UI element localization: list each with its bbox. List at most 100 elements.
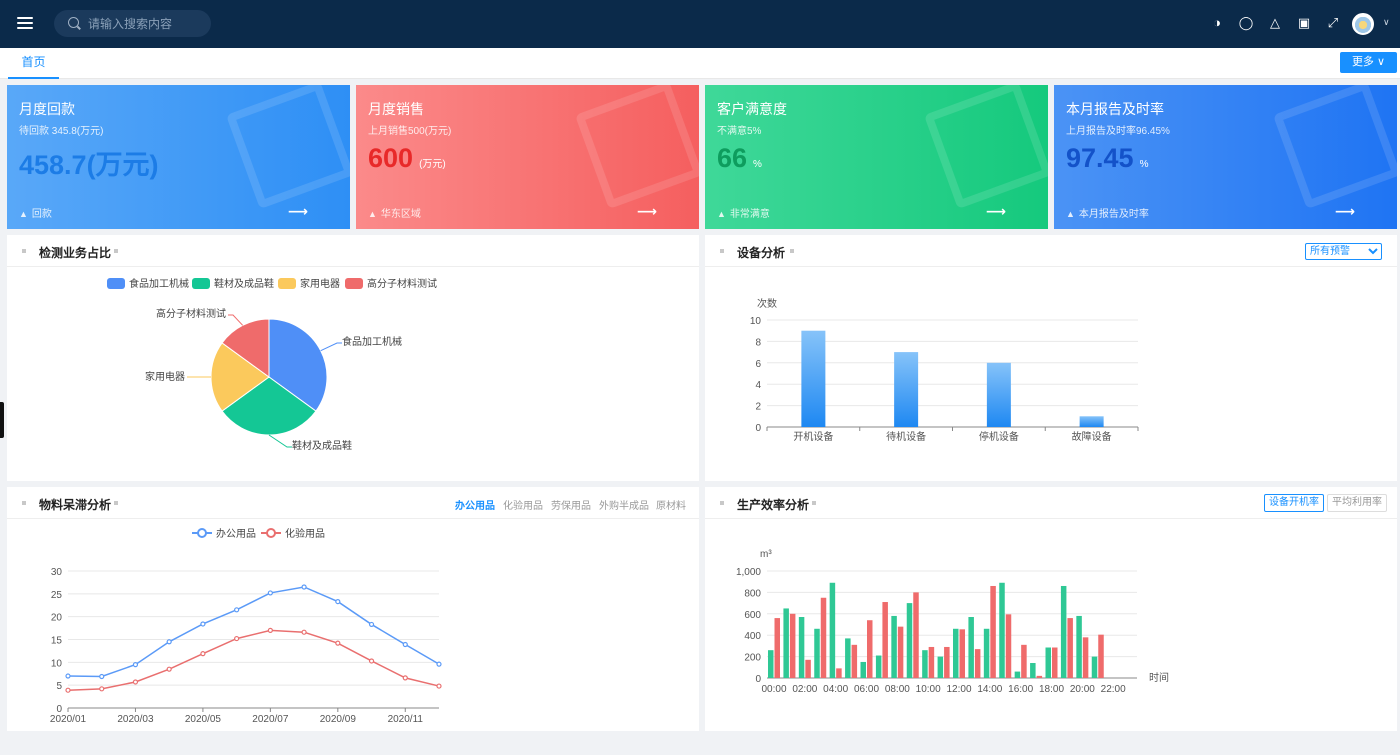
lock-icon[interactable]: ◑ <box>1213 15 1221 30</box>
pin-icon: ▲ <box>19 209 28 219</box>
x-tick-label: 16:00 <box>1008 684 1033 695</box>
device-bar <box>894 352 919 427</box>
series-point <box>132 679 139 685</box>
avatar[interactable] <box>1352 13 1374 35</box>
production-bar <box>882 602 888 678</box>
pie-slice <box>268 318 328 412</box>
card-footer: ▲ 回款 <box>19 209 52 220</box>
top-bar: ◑ ◯ △ ▣ ⤢ ∨ <box>0 0 1400 48</box>
series-point <box>99 673 105 680</box>
legend-swatch <box>345 278 363 289</box>
side-drag-handle[interactable] <box>0 402 4 438</box>
translate-icon[interactable]: ▣ <box>1297 15 1311 30</box>
arrow-right-icon[interactable]: ⟶ <box>985 203 1006 219</box>
x-tick-label: 2020/01 <box>50 714 87 725</box>
card-value: 458.7(万元) <box>19 150 159 180</box>
search-input[interactable] <box>88 15 203 32</box>
tab-lab-supplies[interactable]: 化验用品 <box>503 501 543 512</box>
production-bar <box>1030 663 1036 678</box>
production-bar <box>891 615 897 678</box>
y-axis-label: 次数 <box>757 297 777 310</box>
legend-label: 化验用品 <box>285 527 325 540</box>
card-title: 本月报告及时率 <box>1066 101 1164 117</box>
pie-label-line <box>320 342 342 352</box>
production-bar <box>851 644 858 678</box>
x-tick-label: 02:00 <box>792 684 817 695</box>
pie-label: 高分子材料测试 <box>156 307 226 320</box>
pin-icon: ▲ <box>717 209 726 219</box>
tab-office-supplies[interactable]: 办公用品 <box>455 501 495 512</box>
card-subtitle: 上月销售500(万元) <box>368 126 452 137</box>
tab-protective-supplies[interactable]: 劳保用品 <box>551 501 591 512</box>
production-bar <box>937 656 944 678</box>
pie-chart: 食品加工机械 鞋材及成品鞋 家用电器 高分子材料测试食品加工机械鞋材及成品鞋家用电器高… <box>107 277 437 452</box>
production-bar <box>1045 647 1051 678</box>
arrow-right-icon[interactable]: ⟶ <box>287 203 308 219</box>
tab-home[interactable]: 首页 <box>8 48 59 79</box>
production-bar <box>867 620 873 678</box>
device-uptime-button[interactable]: 设备开机率 <box>1264 494 1324 512</box>
report-rate-card[interactable]: 本月报告及时率 上月报告及时率96.45% 97.45% ▲ 本月报告及时率 ⟶ <box>1054 85 1397 229</box>
arrow-right-icon[interactable]: ⟶ <box>636 203 657 219</box>
legend-swatch <box>192 278 210 289</box>
card-footer: ▲ 非常满意 <box>717 209 770 220</box>
production-bar <box>1036 675 1043 678</box>
y-axis-label: m³ <box>760 549 772 560</box>
tab-semi-finished[interactable]: 外购半成品 <box>599 501 649 512</box>
arrow-right-icon[interactable]: ⟶ <box>1334 203 1355 219</box>
x-tick-label: 待机设备 <box>886 430 926 443</box>
production-bar <box>774 618 780 678</box>
production-bar <box>1082 637 1089 678</box>
series-point <box>402 641 408 648</box>
satisfaction-card[interactable]: 客户满意度 不满意5% 66% ▲ 非常满意 ⟶ <box>705 85 1048 229</box>
y-tick-label: 5 <box>56 681 62 692</box>
more-button[interactable]: 更多 ∨ <box>1340 52 1397 73</box>
card-footer: ▲ 本月报告及时率 <box>1066 209 1149 220</box>
y-tick-label: 25 <box>51 590 63 601</box>
legend-label: 鞋材及成品鞋 <box>214 277 274 290</box>
series-point <box>335 598 341 605</box>
monthly-sales-card[interactable]: 月度销售 上月销售500(万元) 600 (万元) ▲ 华东区域 ⟶ <box>356 85 699 229</box>
production-panel: 生产效率分析 m³ 时间 0 200 400 600 800 1,000 00:00 02:00 0… <box>705 487 1397 731</box>
search-icon <box>68 17 79 28</box>
y-tick-label: 10 <box>51 658 63 669</box>
pie-label: 鞋材及成品鞋 <box>292 439 352 452</box>
x-tick-label: 开机设备 <box>793 430 833 443</box>
series-point <box>234 635 240 642</box>
series-point <box>99 686 105 692</box>
y-tick-label: 1,000 <box>736 567 761 578</box>
bell-icon[interactable]: △ <box>1270 15 1280 30</box>
series-point <box>267 627 273 633</box>
series-point <box>234 607 240 613</box>
menu-icon[interactable] <box>17 14 35 34</box>
alarm-filter-select[interactable]: 所有预警 <box>1305 243 1382 260</box>
production-bar <box>783 608 789 678</box>
production-bar <box>928 646 935 678</box>
x-tick-label: 22:00 <box>1101 684 1126 695</box>
pie-label: 食品加工机械 <box>342 335 402 348</box>
production-bar <box>820 597 827 678</box>
fullscreen-icon[interactable]: ⤢ <box>1327 15 1339 30</box>
x-axis-label: 时间 <box>1149 671 1169 684</box>
production-bar <box>875 655 882 678</box>
monthly-payment-card[interactable]: 月度回款 待回款 345.8(万元) 458.7(万元) ▲ 回款 ⟶ <box>7 85 350 229</box>
search-box[interactable] <box>54 10 211 37</box>
legend-swatch <box>278 278 296 289</box>
chevron-down-icon[interactable]: ∨ <box>1383 17 1390 27</box>
series-point <box>402 675 408 681</box>
device-panel: 设备分析 次数 0 2 4 6 8 10 开机设备 待机设备 停机设备 故障设备 <box>705 235 1397 481</box>
production-bar <box>789 613 796 678</box>
y-tick-label: 2 <box>755 402 761 413</box>
tab-raw-materials[interactable]: 原材料 <box>656 501 686 512</box>
pin-icon: ▲ <box>368 209 377 219</box>
card-decoration-icon <box>1272 85 1397 210</box>
pie-panel-title: 检测业务占比 <box>39 246 112 260</box>
legend-label: 办公用品 <box>216 527 256 540</box>
card-footer: ▲ 华东区域 <box>368 209 421 220</box>
average-utilization-button[interactable]: 平均利用率 <box>1327 494 1387 512</box>
series-point <box>166 666 172 672</box>
production-bar <box>1098 634 1104 678</box>
shirt-icon[interactable]: ◯ <box>1238 15 1254 30</box>
production-bar <box>836 668 842 678</box>
y-tick-label: 0 <box>755 423 761 434</box>
